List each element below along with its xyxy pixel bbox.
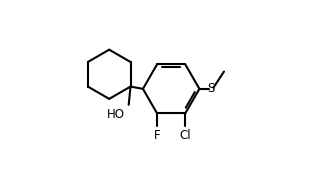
- Text: Cl: Cl: [180, 129, 191, 142]
- Text: F: F: [154, 129, 160, 142]
- Text: HO: HO: [107, 107, 125, 121]
- Text: S: S: [208, 82, 215, 95]
